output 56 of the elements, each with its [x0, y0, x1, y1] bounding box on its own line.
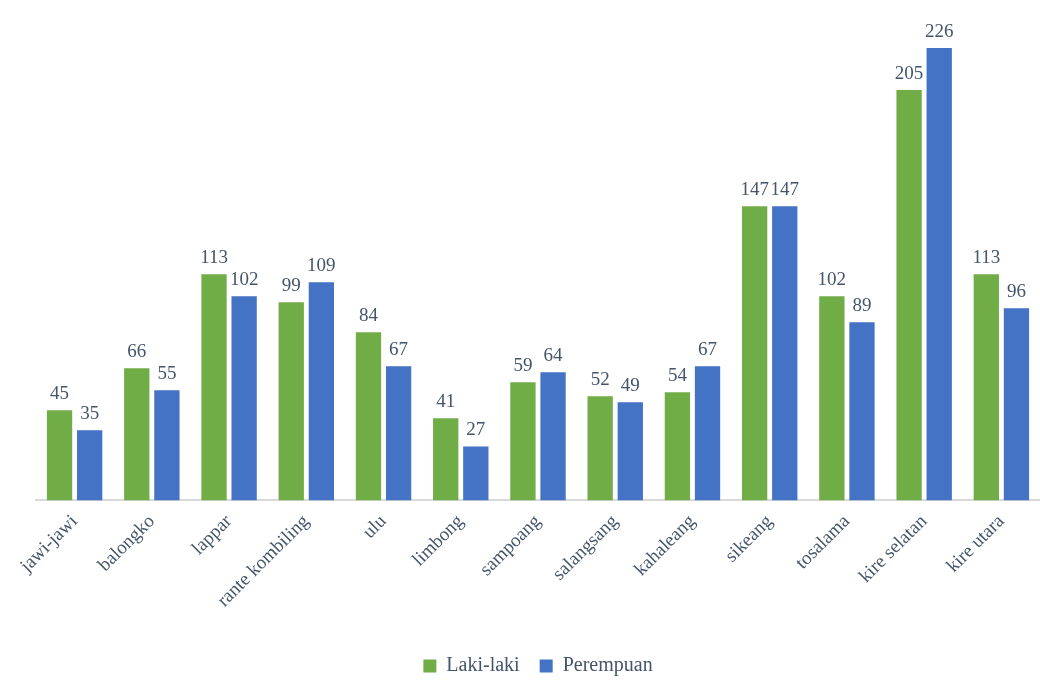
data-label: 147 — [770, 177, 799, 199]
data-label: 113 — [200, 245, 228, 267]
bar — [926, 48, 952, 501]
bar — [849, 322, 875, 501]
bar — [664, 392, 691, 501]
bar — [510, 382, 536, 501]
bar — [741, 206, 768, 501]
bar — [278, 302, 304, 501]
data-label: 102 — [229, 267, 259, 289]
bar — [973, 274, 999, 501]
data-label: 54 — [667, 363, 688, 385]
legend-label: Perempuan — [562, 653, 653, 677]
data-label: 49 — [620, 373, 640, 395]
bar — [77, 430, 103, 501]
data-label: 45 — [50, 381, 70, 403]
data-label: 27 — [466, 417, 486, 439]
bar — [1003, 308, 1030, 501]
data-label: 35 — [80, 401, 100, 423]
data-label: 113 — [972, 245, 1001, 267]
bar — [540, 372, 566, 501]
x-tick-label: ulu — [357, 509, 391, 543]
data-label: 66 — [127, 339, 147, 361]
bar — [201, 274, 227, 501]
bar — [896, 90, 922, 501]
bar — [587, 396, 613, 501]
data-label: 226 — [924, 19, 954, 41]
data-label: 67 — [389, 337, 409, 359]
bar — [355, 332, 382, 501]
bar — [308, 282, 335, 501]
data-label: 109 — [307, 253, 336, 275]
data-label: 59 — [513, 353, 533, 375]
bar — [46, 410, 73, 501]
bar — [819, 296, 845, 501]
bar — [433, 418, 459, 501]
bar — [694, 366, 721, 501]
data-label: 99 — [281, 273, 301, 295]
data-label: 147 — [740, 177, 769, 199]
data-label: 96 — [1006, 279, 1026, 301]
data-label: 89 — [852, 293, 872, 315]
bar — [772, 206, 798, 501]
bar — [463, 446, 489, 501]
bar — [231, 296, 257, 501]
legend-label: Laki-laki — [446, 653, 521, 676]
data-label: 41 — [436, 389, 456, 411]
x-tick-label: kire utara — [941, 509, 1009, 576]
bar — [154, 390, 180, 501]
data-label: 64 — [543, 343, 564, 365]
bar — [617, 402, 643, 501]
data-label: 55 — [157, 361, 177, 383]
bar — [385, 366, 412, 501]
data-label: 67 — [698, 337, 718, 359]
data-label: 52 — [590, 367, 610, 389]
data-label: 102 — [817, 267, 847, 289]
data-label: 84 — [358, 303, 379, 325]
bar — [124, 368, 150, 501]
data-label: 205 — [894, 61, 924, 83]
